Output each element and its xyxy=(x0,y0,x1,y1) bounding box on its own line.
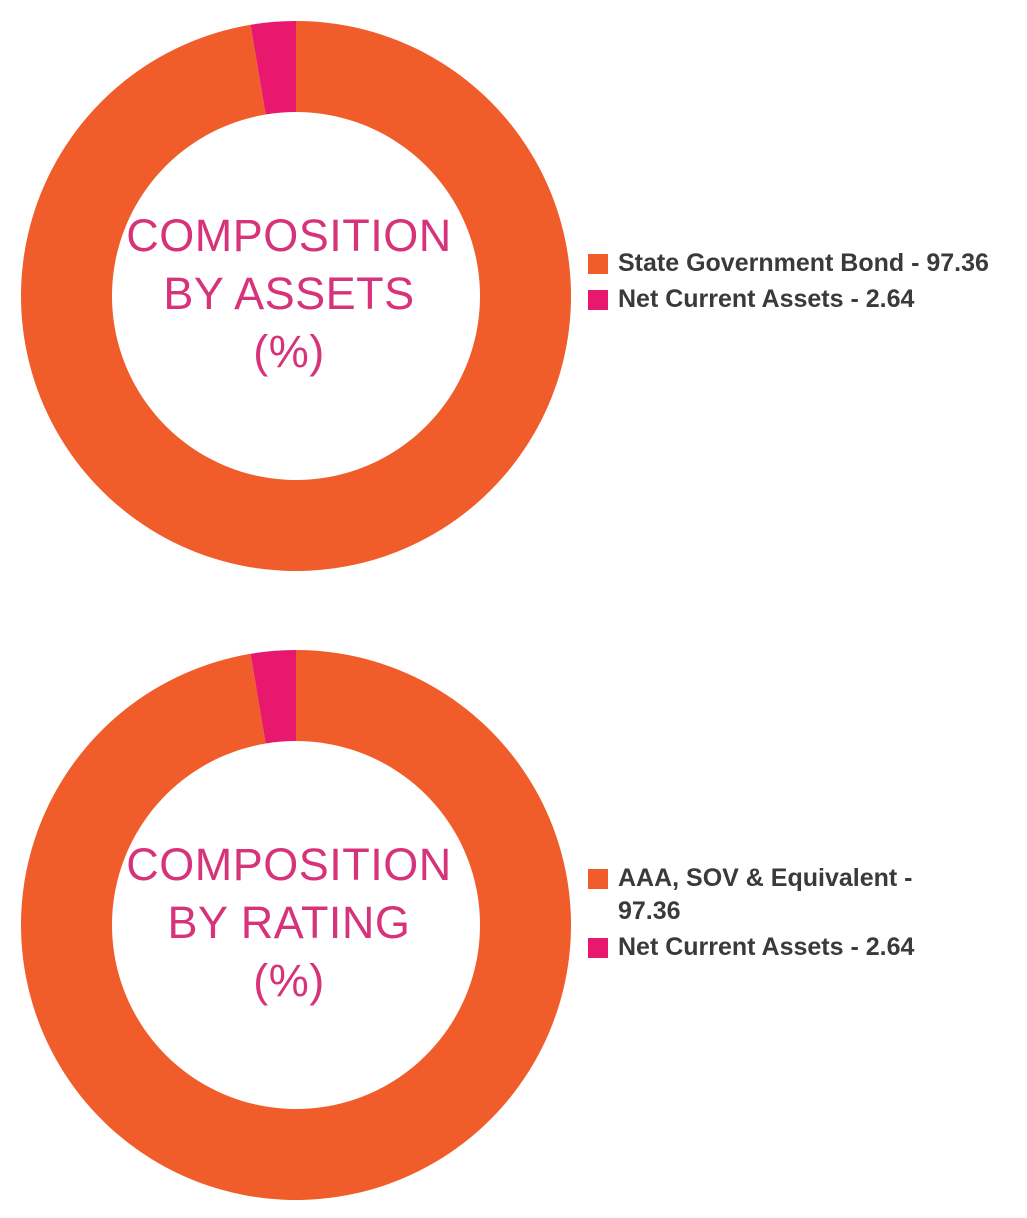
assets-title-line-3: (%) xyxy=(253,326,325,377)
rating-chart-title: COMPOSITION BY RATING (%) xyxy=(122,773,456,1073)
donut-slice-aaa-sov-and-equivalent-rating xyxy=(20,650,572,1200)
rating-composition-chart: COMPOSITION BY RATING (%) AAA, SOV & Equ… xyxy=(0,643,1027,1203)
legend-label-net-current-assets-rating: Net Current Assets - 2.64 xyxy=(618,933,915,961)
legend-label-aaa-sov-equivalent: AAA, SOV & Equivalent - 97.36 xyxy=(618,864,913,925)
assets-title-line-1: COMPOSITION xyxy=(126,210,452,261)
rating-title-line-2: BY RATING xyxy=(167,897,411,948)
legend-item-state-government-bond: State Government Bond - 97.36 xyxy=(588,247,1018,280)
assets-title-line-2: BY ASSETS xyxy=(163,268,415,319)
legend-label-state-government-bond: State Government Bond - 97.36 xyxy=(618,249,989,277)
assets-legend: State Government Bond - 97.36 Net Curren… xyxy=(588,247,1018,319)
legend-label-net-current-assets: Net Current Assets - 2.64 xyxy=(618,285,915,313)
assets-composition-chart: COMPOSITION BY ASSETS (%) State Governme… xyxy=(0,14,1027,574)
rating-title-line-1: COMPOSITION xyxy=(126,839,452,890)
legend-swatch-net-current-assets xyxy=(588,290,608,310)
donut-slice-net-current-assets-rating xyxy=(250,650,296,744)
donut-slice-net-current-assets xyxy=(250,21,296,115)
assets-chart-title: COMPOSITION BY ASSETS (%) xyxy=(122,144,456,444)
rating-legend: AAA, SOV & Equivalent - 97.36 Net Curren… xyxy=(588,862,1018,967)
legend-item-net-current-assets: Net Current Assets - 2.64 xyxy=(588,283,1018,316)
legend-item-aaa-sov-equivalent: AAA, SOV & Equivalent - 97.36 xyxy=(588,862,1018,928)
legend-swatch-aaa-sov-equivalent xyxy=(588,869,608,889)
legend-swatch-state-government-bond xyxy=(588,254,608,274)
donut-slice-state-government-bond xyxy=(20,21,572,572)
rating-title-line-3: (%) xyxy=(253,955,325,1006)
assets-donut xyxy=(20,21,572,572)
legend-item-net-current-assets-rating: Net Current Assets - 2.64 xyxy=(588,931,1018,964)
rating-donut xyxy=(20,650,572,1200)
legend-swatch-net-current-assets-rating xyxy=(588,938,608,958)
